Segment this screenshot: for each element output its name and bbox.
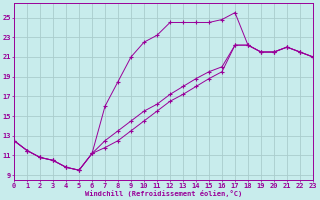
X-axis label: Windchill (Refroidissement éolien,°C): Windchill (Refroidissement éolien,°C) — [85, 190, 242, 197]
